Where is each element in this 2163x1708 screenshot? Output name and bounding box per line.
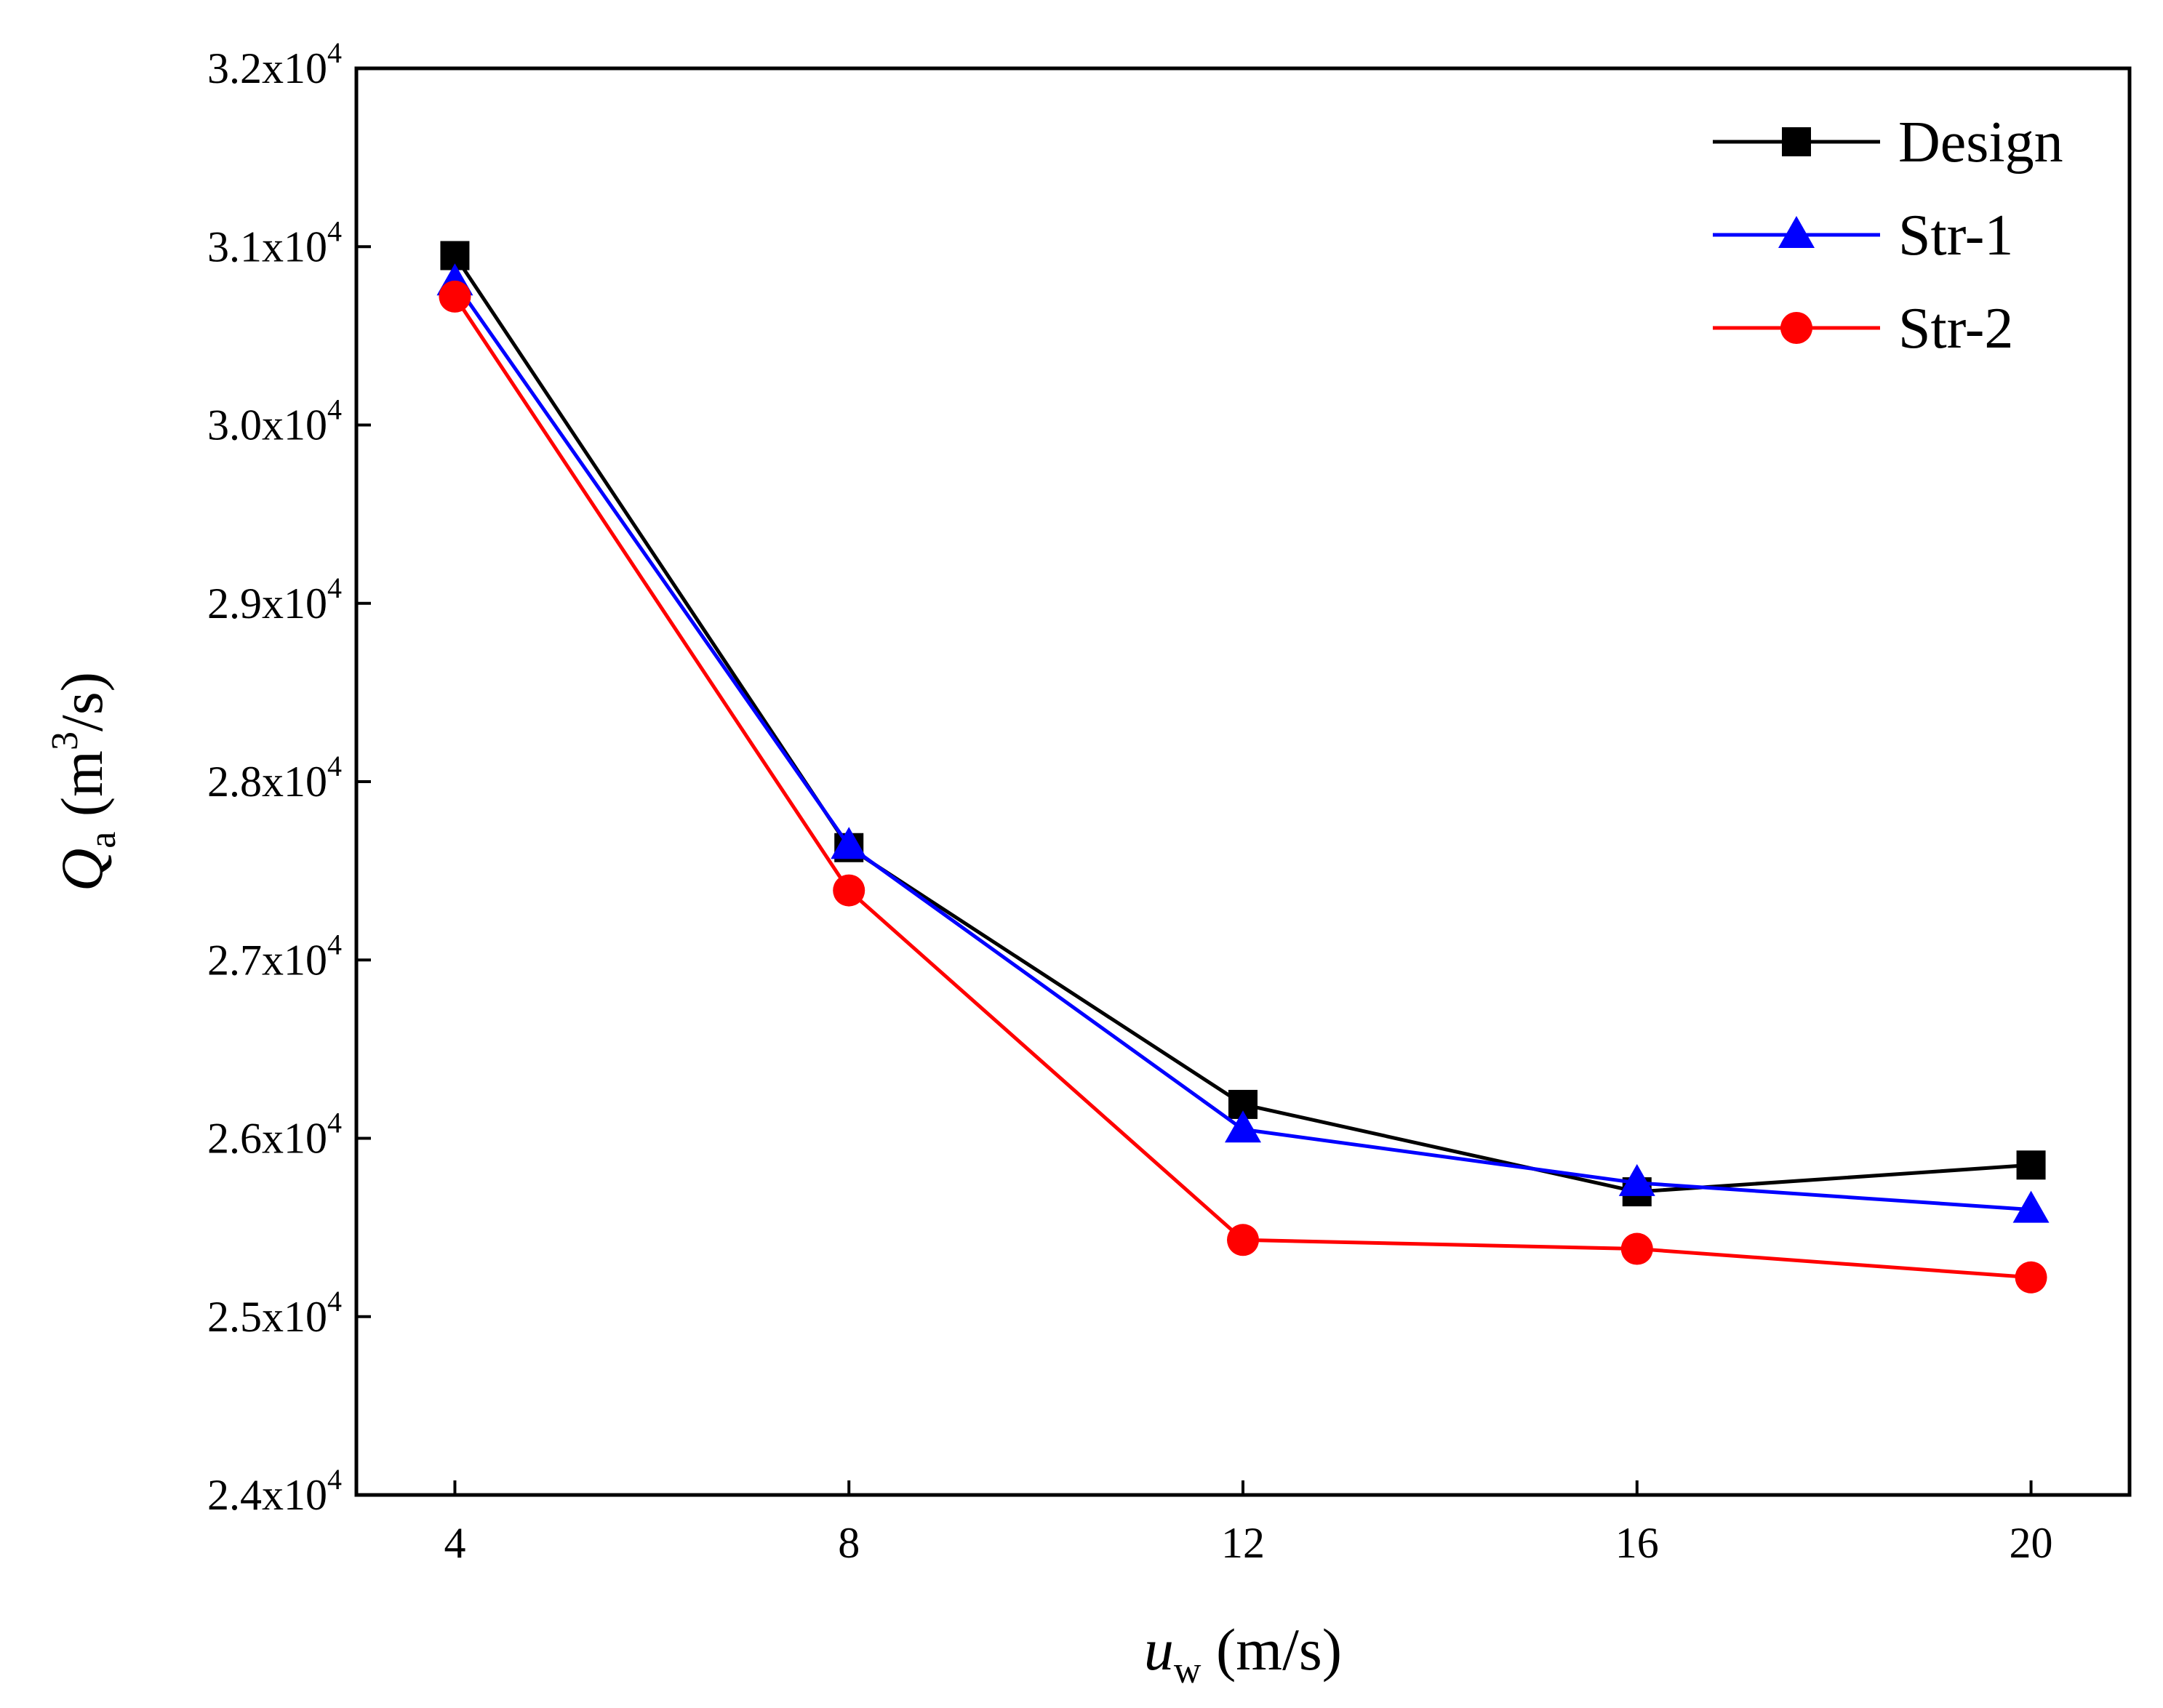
- data-point-str-2: [1620, 1232, 1653, 1265]
- data-point-str-2: [439, 280, 471, 313]
- x-tick-label: 12: [1221, 1519, 1265, 1567]
- data-point-str-2: [2015, 1261, 2047, 1294]
- legend-item-str-2: Str-2: [1713, 297, 2013, 361]
- x-axis-title: uw (m/s): [1144, 1616, 1342, 1691]
- x-axis-unit: (m/s): [1201, 1616, 1342, 1683]
- series-str-2: [439, 280, 2047, 1294]
- y-tick-mantissa: 2.6x10: [207, 1115, 327, 1163]
- y-tick-exponent: 4: [327, 393, 342, 426]
- data-point-str-1: [1225, 1110, 1261, 1143]
- x-axis-symbol: u: [1144, 1616, 1174, 1683]
- y-tick-label: 2.8x104: [207, 750, 342, 806]
- y-tick-exponent: 4: [327, 1463, 342, 1496]
- y-tick-mantissa: 3.2x10: [207, 44, 327, 92]
- data-point-str-1: [831, 827, 868, 859]
- data-point-str-2: [1227, 1224, 1259, 1256]
- series-line-str-1: [453, 281, 2031, 1212]
- y-tick-exponent: 4: [327, 1285, 342, 1318]
- y-tick-label: 3.0x104: [207, 393, 342, 449]
- y-tick-exponent: 4: [327, 750, 342, 782]
- legend-swatch-marker: [1778, 216, 1815, 248]
- y-tick-label: 3.2x104: [207, 36, 342, 92]
- legend-item-str-1: Str-1: [1713, 204, 2013, 268]
- y-tick-label: 2.7x104: [207, 928, 342, 984]
- legend-swatch-marker: [1780, 312, 1812, 344]
- x-tick-label: 8: [838, 1519, 860, 1567]
- y-axis-unit-post: /s): [49, 672, 115, 731]
- x-axis-ticks: 4 8 12 16 20: [444, 1480, 2053, 1567]
- y-tick-exponent: 4: [327, 928, 342, 961]
- y-axis-subscript: a: [82, 832, 124, 849]
- y-tick-mantissa: 3.1x10: [207, 222, 327, 270]
- y-tick-exponent: 4: [327, 36, 342, 69]
- legend: Design Str-1 Str-2: [1713, 111, 2063, 361]
- x-tick-label: 4: [444, 1519, 465, 1567]
- y-axis-ticks: 2.4x1042.5x1042.6x1042.7x1042.8x1042.9x1…: [207, 36, 371, 1519]
- data-point-str-1: [1618, 1163, 1655, 1196]
- legend-item-design: Design: [1713, 111, 2063, 175]
- y-axis-unit-pre: (m: [49, 750, 115, 832]
- series-design: [440, 241, 2046, 1207]
- x-tick-label: 16: [1615, 1519, 1659, 1567]
- data-point-str-2: [833, 874, 865, 907]
- y-tick-mantissa: 2.8x10: [207, 758, 327, 806]
- legend-label: Design: [1898, 111, 2063, 175]
- y-tick-mantissa: 2.9x10: [207, 580, 327, 628]
- y-tick-label: 2.4x104: [207, 1463, 342, 1519]
- y-tick-exponent: 4: [327, 1107, 342, 1139]
- y-tick-mantissa: 2.5x10: [207, 1293, 327, 1341]
- legend-label: Str-1: [1898, 204, 2013, 268]
- x-axis-subscript: w: [1174, 1650, 1202, 1691]
- y-tick-label: 2.5x104: [207, 1285, 342, 1341]
- y-tick-label: 2.9x104: [207, 572, 342, 628]
- y-tick-label: 3.1x104: [207, 214, 342, 270]
- y-tick-mantissa: 2.7x10: [207, 936, 327, 984]
- data-point-str-1: [2012, 1190, 2050, 1223]
- legend-label: Str-2: [1898, 297, 2013, 361]
- y-tick-label: 2.6x104: [207, 1107, 342, 1163]
- y-tick-mantissa: 2.4x10: [207, 1471, 327, 1519]
- y-axis-symbol: Q: [49, 849, 115, 891]
- y-axis-unit-superscript: 3: [44, 731, 86, 750]
- y-axis-title: Qa (m3/s): [44, 672, 124, 891]
- legend-swatch-marker: [1782, 127, 1811, 156]
- plot-frame: [354, 66, 2132, 1497]
- data-point-design: [2016, 1150, 2046, 1180]
- y-tick-mantissa: 3.0x10: [207, 401, 327, 449]
- series-str-1: [436, 263, 2050, 1223]
- y-tick-exponent: 4: [327, 214, 342, 247]
- x-tick-label: 20: [2010, 1519, 2053, 1567]
- series-line-design: [453, 254, 2031, 1194]
- series-layer: [436, 241, 2050, 1294]
- y-tick-exponent: 4: [327, 572, 342, 604]
